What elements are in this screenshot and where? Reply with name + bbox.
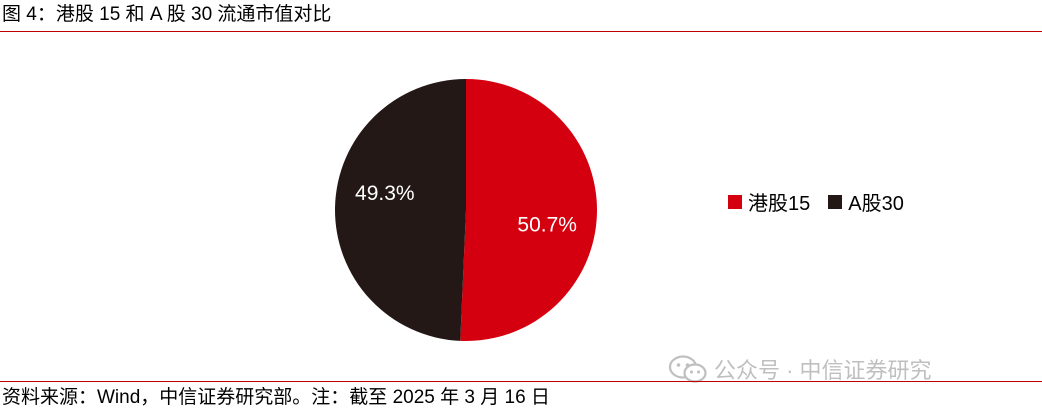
legend-label-a: A股30 (848, 193, 904, 215)
wechat-icon (668, 355, 707, 383)
slice-label-hk: 50.7% (517, 213, 577, 236)
legend-label-hk: 港股15 (748, 193, 811, 215)
pie-slice-hk (460, 79, 597, 341)
pie-slice-a (334, 79, 466, 341)
pie-chart: 50.7% 49.3% (334, 79, 597, 341)
source-rule (0, 381, 1042, 382)
legend-swatch-a (828, 194, 843, 209)
watermark: 公众号 · 中信证券研究 (668, 353, 932, 385)
chart-title: 图 4：港股 15 和 A 股 30 流通市值对比 (2, 4, 332, 25)
watermark-text: 公众号 · 中信证券研究 (714, 358, 932, 383)
source-note: 资料来源：Wind，中信证券研究部。注：截至 2025 年 3 月 16 日 (2, 387, 550, 408)
legend-item-a: A股30 (828, 187, 904, 216)
legend-item-hk: 港股15 (728, 187, 810, 216)
legend: 港股15 A股30 (728, 187, 922, 216)
legend-swatch-hk (728, 194, 742, 209)
title-rule (0, 31, 1042, 32)
slice-label-a: 49.3% (355, 182, 415, 205)
